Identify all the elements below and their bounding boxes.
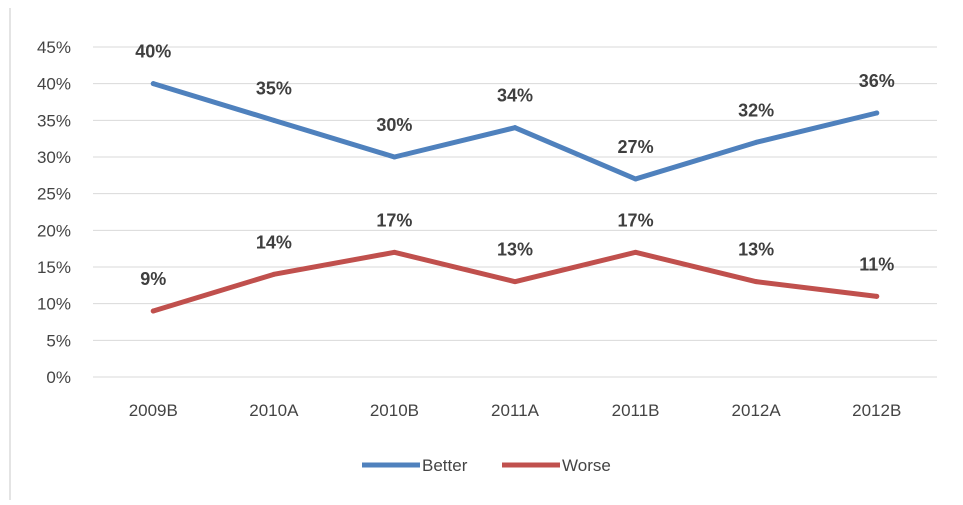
data-label-worse: 17%: [618, 210, 654, 230]
x-tick-label: 2012A: [732, 401, 782, 420]
data-label-better: 34%: [497, 86, 533, 106]
y-tick-label: 0%: [46, 368, 71, 387]
y-tick-label: 10%: [37, 295, 71, 314]
y-tick-label: 30%: [37, 148, 71, 167]
y-tick-label: 20%: [37, 221, 71, 240]
data-point: [753, 279, 759, 285]
data-point: [753, 139, 759, 145]
data-point: [271, 271, 277, 277]
x-tick-label: 2010B: [370, 401, 419, 420]
legend: Better Worse: [362, 456, 611, 475]
y-tick-label: 35%: [37, 111, 71, 130]
data-label-better: 27%: [618, 137, 654, 157]
x-axis-ticks: 2009B 2010A 2010B 2011A 2011B 2012A 2012B: [129, 401, 902, 420]
data-point: [633, 176, 639, 182]
data-label-worse: 9%: [140, 269, 166, 289]
data-point: [150, 81, 156, 87]
data-point: [391, 249, 397, 255]
x-tick-label: 2010A: [249, 401, 299, 420]
data-label-worse: 17%: [376, 210, 412, 230]
x-tick-label: 2011A: [491, 401, 540, 420]
data-label-worse: 11%: [859, 254, 894, 274]
data-label-better: 30%: [376, 115, 412, 135]
data-labels: 40% 35% 30% 34% 27% 32% 36% 9% 14% 17% 13% 17% 13% 11…: [135, 42, 894, 289]
x-tick-label: 2012B: [852, 401, 901, 420]
legend-label-worse: Worse: [562, 456, 611, 475]
data-point: [512, 279, 518, 285]
y-tick-label: 25%: [37, 185, 71, 204]
data-label-better: 35%: [256, 78, 292, 98]
data-point: [391, 154, 397, 160]
y-tick-label: 5%: [46, 331, 71, 350]
data-label-better: 36%: [859, 71, 895, 91]
x-tick-label: 2009B: [129, 401, 178, 420]
x-tick-label: 2011B: [612, 401, 660, 420]
data-point: [633, 249, 639, 255]
legend-label-better: Better: [422, 456, 468, 475]
y-tick-label: 45%: [37, 38, 71, 57]
data-label-worse: 13%: [497, 240, 533, 260]
data-point: [874, 293, 880, 299]
data-label-better: 32%: [738, 100, 774, 120]
data-point: [271, 117, 277, 123]
gridlines: [93, 46, 937, 378]
y-tick-label: 40%: [37, 75, 71, 94]
series-lines: [150, 81, 880, 314]
data-point: [150, 308, 156, 314]
y-tick-label: 15%: [37, 258, 71, 277]
data-label-better: 40%: [135, 42, 171, 62]
data-point: [512, 125, 518, 131]
data-point: [874, 110, 880, 116]
y-axis-ticks: 0% 5% 10% 15% 20% 25% 30% 35% 40% 45%: [37, 38, 71, 387]
data-label-worse: 13%: [738, 240, 774, 260]
data-label-worse: 14%: [256, 232, 292, 252]
